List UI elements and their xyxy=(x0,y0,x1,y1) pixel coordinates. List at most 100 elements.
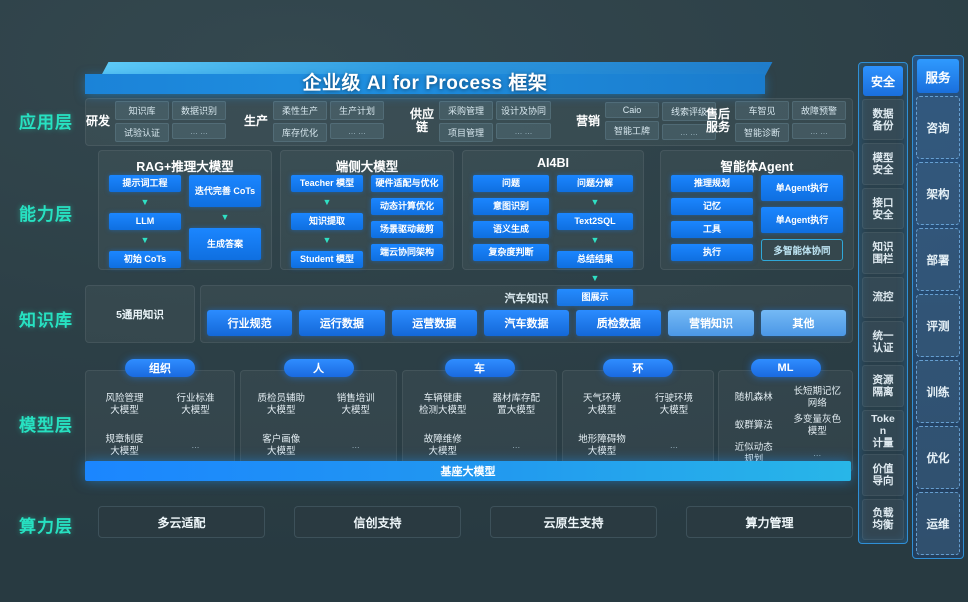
ability-node[interactable]: 硬件适配与优化 xyxy=(371,175,443,192)
application-cell[interactable]: 故障预警 xyxy=(792,100,846,120)
application-cell[interactable]: ... ... xyxy=(172,122,226,139)
application-cell[interactable]: 线索评级 xyxy=(662,102,716,121)
security-item[interactable]: Toke n 计量 xyxy=(862,409,904,452)
ability-node[interactable]: 单Agent执行 xyxy=(761,207,843,233)
application-cell[interactable]: ... ... xyxy=(496,122,552,139)
ability-node[interactable]: 语义生成 xyxy=(473,221,549,238)
ability-node[interactable]: 端云协同架构 xyxy=(371,244,443,261)
application-cell[interactable]: 设计及协同 xyxy=(496,100,552,120)
compute-button[interactable]: 算力管理 xyxy=(686,506,853,538)
knowledge-chip[interactable]: 质检数据 xyxy=(576,310,662,336)
ability-node[interactable]: 总结结果 xyxy=(557,251,633,268)
model-item[interactable]: 多变量灰色 模型 xyxy=(793,414,841,437)
model-card-pill[interactable]: 人 xyxy=(283,359,354,377)
model-card-pill[interactable]: 车 xyxy=(444,359,515,377)
compute-button[interactable]: 多云适配 xyxy=(98,506,265,538)
ability-node[interactable]: 场景驱动裁剪 xyxy=(371,221,443,238)
ability-node[interactable]: 意图识别 xyxy=(473,198,549,215)
security-item[interactable]: 知识 围栏 xyxy=(862,232,904,274)
model-item[interactable]: 地形障碍物 大模型 xyxy=(578,433,626,457)
ability-node[interactable]: 提示词工程 xyxy=(109,175,181,192)
compute-button[interactable]: 信创支持 xyxy=(294,506,461,538)
ability-node[interactable]: 记忆 xyxy=(671,198,753,215)
model-item[interactable]: 车辆健康 检测大模型 xyxy=(418,392,467,416)
application-cell[interactable]: 车智见 xyxy=(735,100,789,120)
ability-node[interactable]: 知识提取 xyxy=(291,213,363,230)
application-cell[interactable]: 采购管理 xyxy=(439,100,493,120)
knowledge-chip[interactable]: 运行数据 xyxy=(299,310,385,336)
security-item[interactable]: 接口 安全 xyxy=(862,187,904,230)
model-item[interactable]: 近似动态 规划 xyxy=(734,442,773,465)
application-cell[interactable]: ... ... xyxy=(330,122,384,139)
service-item[interactable]: 评测 xyxy=(916,294,960,357)
model-item[interactable]: ... xyxy=(351,439,360,451)
model-item[interactable]: ... xyxy=(191,439,200,451)
application-cell[interactable]: Caio xyxy=(605,102,659,118)
service-item[interactable]: 咨询 xyxy=(916,96,960,159)
application-cell[interactable]: 生产计划 xyxy=(330,100,384,120)
ability-node[interactable]: Text2SQL xyxy=(557,213,633,230)
model-item[interactable]: 质检员辅助 大模型 xyxy=(257,392,305,416)
application-cell[interactable]: ... ... xyxy=(792,122,846,139)
ability-node[interactable]: 推理规划 xyxy=(671,175,753,192)
security-item[interactable]: 模型 安全 xyxy=(862,143,904,185)
application-cell[interactable]: ... ... xyxy=(662,124,716,140)
ability-node[interactable]: 问题 xyxy=(473,175,549,192)
service-item[interactable]: 部署 xyxy=(916,228,960,291)
model-item[interactable]: ... xyxy=(512,439,521,451)
ability-node[interactable]: 问题分解 xyxy=(557,175,633,192)
ability-node[interactable]: LLM xyxy=(109,213,181,230)
model-item[interactable]: 风险管理 大模型 xyxy=(105,392,144,416)
model-item[interactable]: 行业标准 大模型 xyxy=(176,392,215,416)
service-item[interactable]: 架构 xyxy=(916,162,960,225)
ability-node[interactable]: Teacher 模型 xyxy=(291,175,363,192)
model-card-pill[interactable]: ML xyxy=(750,359,821,377)
model-item[interactable]: 器材库存配 置大模型 xyxy=(492,392,540,416)
model-item[interactable]: 行驶环境 大模型 xyxy=(654,392,693,416)
knowledge-general-panel[interactable]: 5通用知识 xyxy=(85,285,195,343)
security-item[interactable]: 负载 均衡 xyxy=(862,498,904,541)
compute-button[interactable]: 云原生支持 xyxy=(490,506,657,538)
model-item[interactable]: 天气环境 大模型 xyxy=(582,392,621,416)
ability-node[interactable]: 生成答案 xyxy=(189,228,261,260)
application-cell[interactable]: 智能诊断 xyxy=(735,122,789,142)
ability-node[interactable]: 工具 xyxy=(671,221,753,238)
knowledge-chip[interactable]: 营销知识 xyxy=(668,310,754,336)
model-item[interactable]: ... xyxy=(670,439,678,451)
application-cell[interactable]: 试验认证 xyxy=(115,122,169,142)
application-cell[interactable]: 知识库 xyxy=(115,100,169,120)
ability-node[interactable]: 迭代完善 CoTs xyxy=(189,175,261,207)
security-item[interactable]: 资源 隔离 xyxy=(862,365,904,407)
ability-node[interactable]: 执行 xyxy=(671,244,753,261)
knowledge-chip[interactable]: 运营数据 xyxy=(391,310,477,336)
model-item[interactable]: ... xyxy=(813,448,822,459)
ability-node[interactable]: 复杂度判断 xyxy=(473,244,549,261)
ability-node[interactable]: 初始 CoTs xyxy=(109,251,181,268)
knowledge-chip[interactable]: 汽车数据 xyxy=(483,310,570,336)
service-item[interactable]: 运维 xyxy=(916,492,960,555)
model-item[interactable]: 长短期记忆 网络 xyxy=(793,386,841,409)
model-item[interactable]: 规章制度 大模型 xyxy=(105,433,144,457)
ability-node[interactable]: 动态计算优化 xyxy=(371,198,443,215)
application-cell[interactable]: 项目管理 xyxy=(439,122,493,142)
model-item[interactable]: 故障维修 大模型 xyxy=(423,433,462,457)
ability-node[interactable]: Student 模型 xyxy=(291,251,363,268)
security-item[interactable]: 数据 备份 xyxy=(862,99,904,141)
ability-node[interactable]: 图展示 xyxy=(557,289,633,306)
model-item[interactable]: 蚁群算法 xyxy=(734,420,773,431)
base-model-bar[interactable]: 基座大模型 xyxy=(85,461,851,481)
service-item[interactable]: 优化 xyxy=(916,426,960,489)
security-item[interactable]: 统一 认证 xyxy=(862,321,904,363)
application-cell[interactable]: 柔性生产 xyxy=(273,100,327,120)
service-item[interactable]: 训练 xyxy=(916,360,960,423)
model-item[interactable]: 客户画像 大模型 xyxy=(262,433,301,457)
ability-node[interactable]: 单Agent执行 xyxy=(761,175,843,201)
model-card-pill[interactable]: 环 xyxy=(603,359,673,377)
application-cell[interactable]: 库存优化 xyxy=(273,122,327,142)
security-item[interactable]: 价值 导向 xyxy=(862,454,904,496)
application-cell[interactable]: 智能工牌 xyxy=(605,121,659,140)
model-card-pill[interactable]: 组织 xyxy=(125,359,195,377)
model-item[interactable]: 随机森林 xyxy=(734,392,773,403)
knowledge-chip[interactable]: 其他 xyxy=(760,310,846,336)
security-item[interactable]: 流控 xyxy=(862,276,904,319)
